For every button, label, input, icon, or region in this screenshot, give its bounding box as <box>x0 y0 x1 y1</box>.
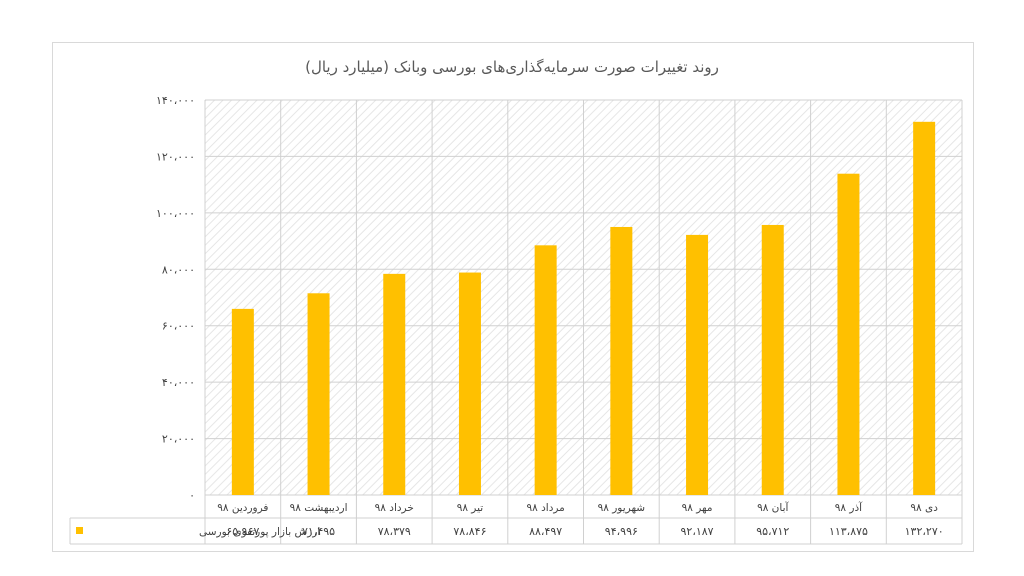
legend-label: ارزش بازار پورتفوی بورسی <box>199 526 320 538</box>
category-label: شهریور ۹۸ <box>598 502 645 514</box>
y-tick-label: ۰ <box>189 489 195 502</box>
data-value-label: ۱۳۲،۲۷۰ <box>905 525 944 538</box>
category-label: مرداد ۹۸ <box>526 502 564 514</box>
bar <box>534 245 557 495</box>
data-value-label: ۷۸،۳۷۹ <box>378 525 411 538</box>
bar <box>383 273 406 495</box>
y-tick-label: ۶۰،۰۰۰ <box>162 320 195 333</box>
legend-swatch <box>76 527 83 534</box>
bar <box>686 234 709 495</box>
category-label: اردیبهشت ۹۸ <box>290 502 348 514</box>
category-label: مهر ۹۸ <box>682 502 713 514</box>
bar <box>837 173 860 495</box>
data-value-label: ۷۱،۴۹۵ <box>302 525 335 538</box>
category-label: تیر ۹۸ <box>457 502 484 514</box>
data-value-label: ۹۵،۷۱۲ <box>756 525 789 538</box>
bar <box>913 121 936 496</box>
category-label: فروردین ۹۸ <box>217 502 268 514</box>
y-tick-label: ۲۰،۰۰۰ <box>162 433 195 446</box>
category-label: خرداد ۹۸ <box>375 502 414 514</box>
bar <box>307 293 330 495</box>
data-value-label: ۶۵،۹۶۷ <box>226 525 259 538</box>
y-tick-label: ۸۰،۰۰۰ <box>162 263 195 276</box>
bar <box>458 272 481 495</box>
y-tick-label: ۱۰۰،۰۰۰ <box>156 207 195 220</box>
category-label: آبان ۹۸ <box>757 501 789 514</box>
category-label: دی ۹۸ <box>910 502 938 514</box>
y-tick-label: ۱۴۰،۰۰۰ <box>156 94 195 107</box>
y-tick-label: ۴۰،۰۰۰ <box>162 376 195 389</box>
category-label: آذر ۹۸ <box>835 501 863 514</box>
bar <box>231 308 254 495</box>
bar <box>761 224 784 495</box>
chart-title: روند تغییرات صورت سرمایه‌گذاری‌های بورسی… <box>305 58 719 76</box>
data-value-label: ۷۸،۸۴۶ <box>453 525 486 538</box>
bar <box>610 226 633 495</box>
data-value-label: ۹۲،۱۸۷ <box>681 525 714 538</box>
data-value-label: ۸۸،۴۹۷ <box>529 525 562 538</box>
data-value-label: ۱۱۳،۸۷۵ <box>829 525 868 538</box>
data-value-label: ۹۴،۹۹۶ <box>605 525 638 538</box>
y-tick-label: ۱۲۰،۰۰۰ <box>156 150 195 163</box>
